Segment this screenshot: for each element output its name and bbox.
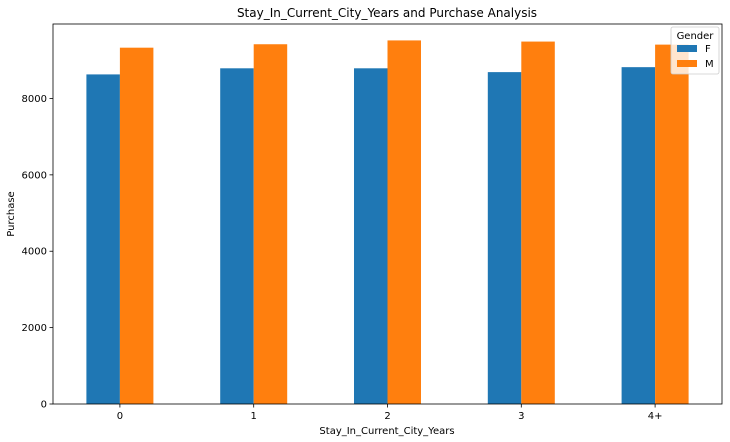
bar-m-2 <box>387 40 421 405</box>
bar-m-4plus <box>655 44 689 405</box>
bar-f-1 <box>220 68 254 405</box>
bar-m-3 <box>521 41 555 404</box>
chart-title: Stay_In_Current_City_Years and Purchase … <box>237 6 537 20</box>
x-axis-label: Stay_In_Current_City_Years <box>319 426 454 437</box>
bar-m-0 <box>119 47 154 405</box>
legend-items: FM <box>677 44 714 70</box>
bar-m-1 <box>253 44 288 405</box>
legend-swatch-f <box>677 45 697 52</box>
y-tick-label: 8000 <box>22 94 47 105</box>
y-axis-ticks: 0 2000 4000 6000 8000 <box>22 94 53 411</box>
x-tick-label: 1 <box>251 411 257 422</box>
legend-label-f: F <box>705 44 711 55</box>
y-tick-label: 6000 <box>22 170 47 181</box>
bars-group <box>86 40 689 405</box>
x-tick-label: 3 <box>518 411 524 422</box>
y-tick-label: 0 <box>41 400 47 411</box>
x-tick-label: 4+ <box>648 411 663 422</box>
bar-f-3 <box>487 72 522 405</box>
legend-swatch-m <box>677 60 697 67</box>
y-axis-label: Purchase <box>6 191 17 236</box>
x-tick-label: 0 <box>117 411 123 422</box>
legend-label-m: M <box>705 59 714 70</box>
x-tick-label: 2 <box>384 411 390 422</box>
x-axis-ticks: 0 1 2 3 4+ <box>117 404 663 422</box>
y-tick-label: 4000 <box>22 247 47 258</box>
plot-frame <box>52 23 723 405</box>
bar-f-4plus <box>621 67 656 404</box>
legend: Gender FM <box>670 26 720 75</box>
bar-f-2 <box>354 68 388 405</box>
legend-title: Gender <box>677 31 715 42</box>
bar-f-0 <box>86 74 120 404</box>
y-tick-label: 2000 <box>22 323 47 334</box>
